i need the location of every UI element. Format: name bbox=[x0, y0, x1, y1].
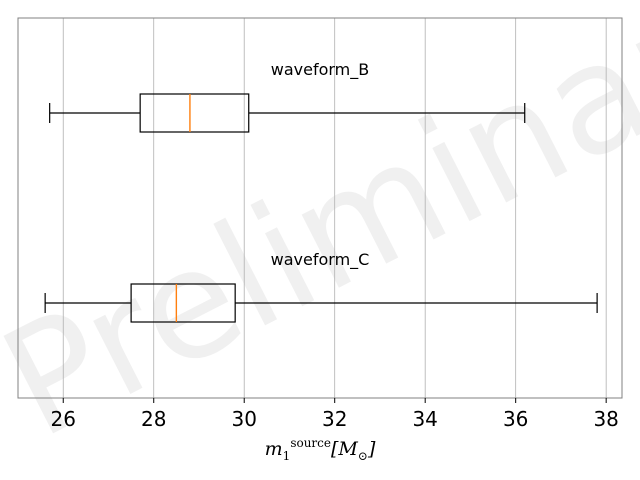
x-axis-ticks: 26 28 30 32 34 36 38 bbox=[51, 398, 619, 431]
x-tick-label: 32 bbox=[322, 407, 347, 431]
series-label: waveform_B bbox=[271, 60, 369, 80]
x-axis-label: m1source[M⊙] bbox=[265, 436, 376, 463]
x-tick-label: 34 bbox=[412, 407, 437, 431]
x-tick-label: 38 bbox=[593, 407, 618, 431]
iqr-box bbox=[139, 93, 250, 133]
box-plot-waveform_B: waveform_B bbox=[49, 60, 526, 133]
grid-lines bbox=[62, 18, 607, 398]
series-label: waveform_C bbox=[271, 250, 370, 270]
box-plots: waveform_B waveform_C bbox=[44, 60, 598, 323]
x-tick-label: 36 bbox=[503, 407, 528, 431]
x-tick-label: 30 bbox=[231, 407, 256, 431]
plot-frame bbox=[17, 17, 623, 399]
iqr-box bbox=[130, 283, 236, 323]
x-tick-label: 28 bbox=[141, 407, 166, 431]
box-plot-waveform_C: waveform_C bbox=[44, 250, 598, 323]
x-tick-label: 26 bbox=[51, 407, 76, 431]
